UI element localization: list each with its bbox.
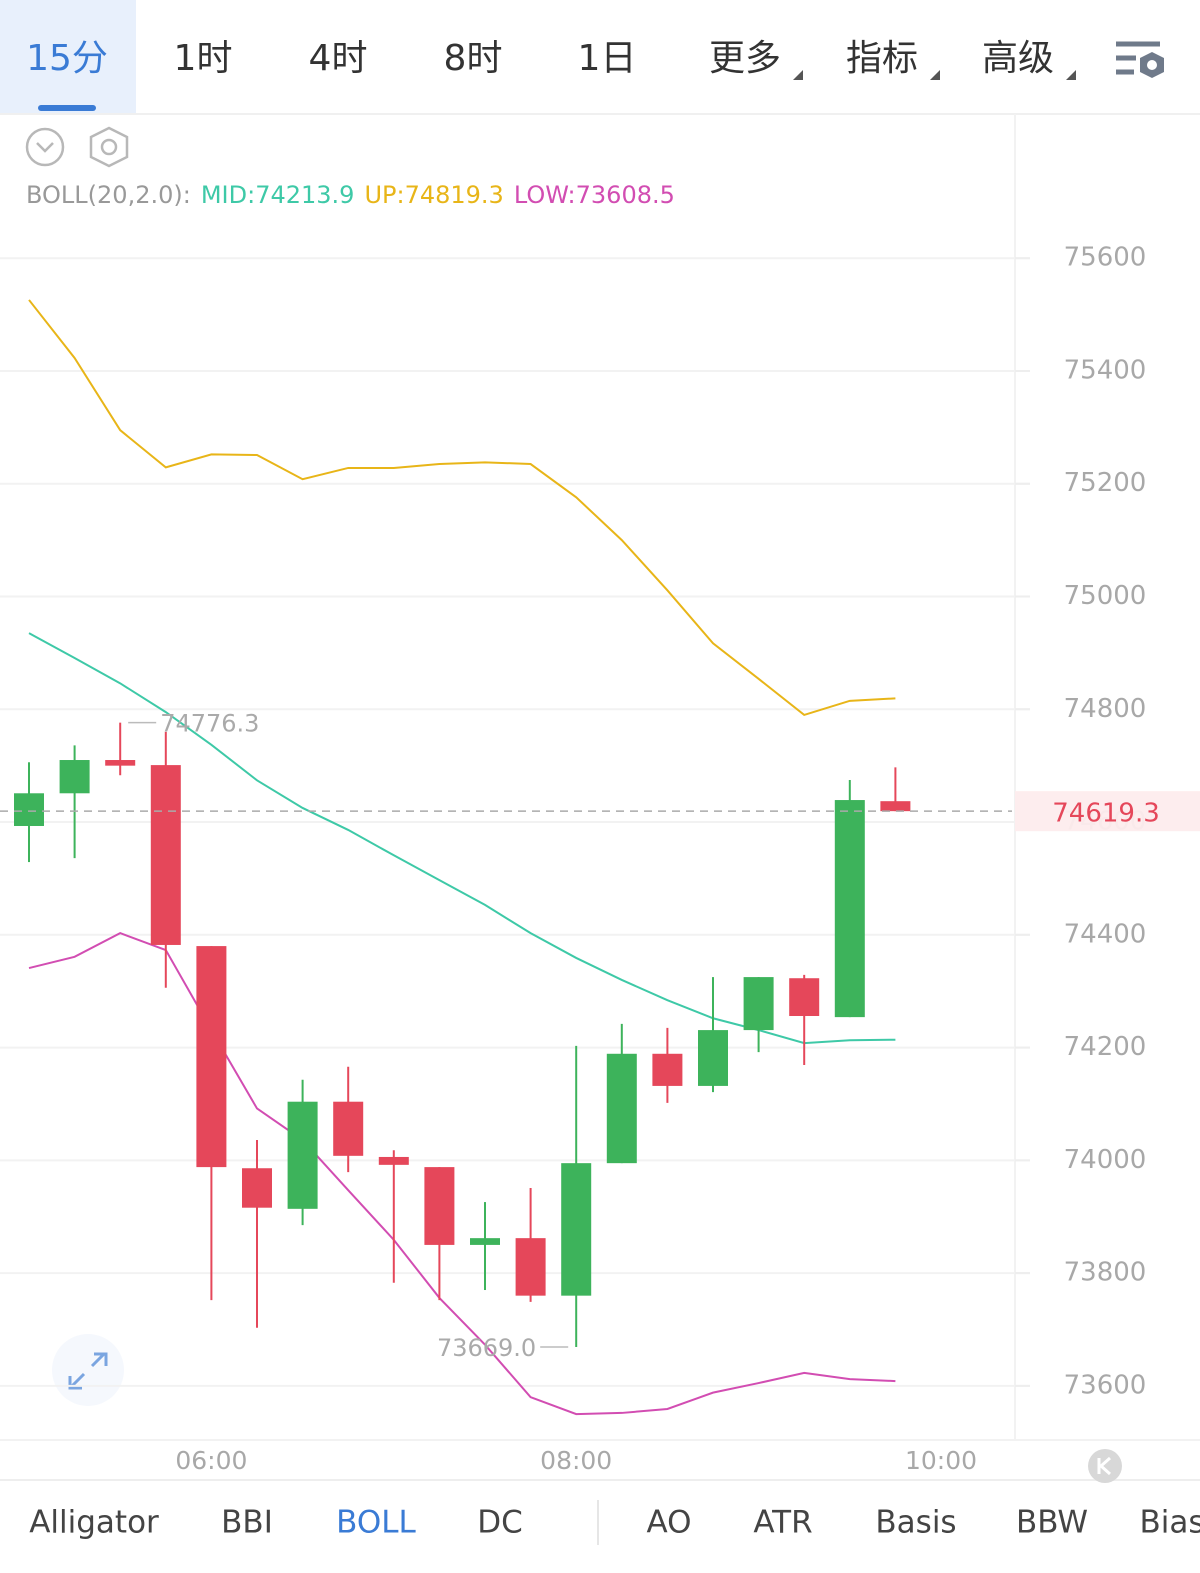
- y-tick-label: 75000: [1064, 581, 1147, 611]
- dropdown-mark: [793, 70, 803, 80]
- ui-labels: 15分 1时 4时 8时 1日 更多 指标 高级 Alligator BBI BOLL DC AO ATR…: [26, 38, 1200, 1541]
- y-tick-label: 73800: [1064, 1258, 1147, 1288]
- boll-line: [28, 299, 896, 717]
- x-tick-label: 08:00: [540, 1446, 612, 1475]
- candle-body: [880, 801, 911, 812]
- y-tick-label: 74200: [1064, 1032, 1147, 1062]
- timeframe-tab[interactable]: 高级: [982, 38, 1054, 79]
- x-tick-label: 06:00: [175, 1446, 247, 1475]
- candle-body: [105, 760, 136, 766]
- candle-body: [834, 800, 865, 1018]
- timeframe-tab[interactable]: 1日: [578, 38, 637, 79]
- dropdown-mark: [1066, 70, 1076, 80]
- last-price-box: [1015, 791, 1200, 832]
- legend-value: 74819.3: [405, 181, 504, 209]
- timeframe-tab[interactable]: 指标: [846, 38, 918, 79]
- k-button[interactable]: [1088, 1449, 1122, 1483]
- active-tab-indicator: [38, 105, 96, 111]
- dropdown-mark: [930, 70, 940, 80]
- last-price-label: 74619.3: [1052, 799, 1160, 829]
- settings-icon[interactable]: [1116, 41, 1164, 78]
- y-tick-label: 74400: [1064, 919, 1147, 949]
- candle-body: [287, 1101, 318, 1209]
- y-tick-label: 75200: [1064, 468, 1147, 498]
- timeframe-tab[interactable]: 15分: [26, 38, 108, 79]
- indicator-tab[interactable]: BOLL: [336, 1505, 416, 1541]
- candle-body: [424, 1167, 455, 1245]
- candle-body: [515, 1238, 546, 1296]
- y-tick-label: 74000: [1064, 1145, 1147, 1175]
- candle-body: [606, 1053, 637, 1164]
- candle-body: [698, 1030, 728, 1086]
- candle-body: [789, 978, 820, 1016]
- candle-body: [196, 946, 227, 1168]
- candle-body: [333, 1101, 364, 1156]
- legend-name: UP:: [364, 181, 404, 209]
- max-annotation: 74776.3: [160, 710, 259, 738]
- indicator-tab[interactable]: ATR: [753, 1505, 812, 1541]
- timeframe-tab[interactable]: 4时: [309, 38, 368, 79]
- timeframe-tab[interactable]: 1时: [174, 38, 233, 79]
- plot: 7360073800740007420074400746007480075000…: [0, 243, 1200, 1475]
- legend-value: 74213.9: [255, 181, 354, 209]
- legend-name: MID:: [201, 181, 255, 209]
- collapse-icon[interactable]: [25, 127, 65, 167]
- candle-body: [59, 760, 90, 794]
- legend-value: 73608.5: [576, 181, 675, 209]
- candle-body: [378, 1156, 409, 1165]
- candle-body: [242, 1168, 272, 1208]
- candle-body: [14, 793, 44, 826]
- x-tick-label: 10:00: [905, 1446, 977, 1475]
- candle-body: [652, 1053, 683, 1086]
- indicator-legend: BOLL(20,2.0): MID:74213.9 UP:74819.3 LOW:73…: [26, 181, 675, 209]
- boll-line: [28, 932, 896, 1416]
- y-tick-label: 74800: [1064, 694, 1147, 724]
- indicator-name: BOLL(20,2.0):: [26, 181, 191, 209]
- indicator-tab[interactable]: AO: [646, 1505, 691, 1541]
- timeframe-tab[interactable]: 8时: [444, 38, 503, 79]
- min-annotation: 73669.0: [437, 1334, 536, 1362]
- y-tick-label: 73600: [1064, 1370, 1147, 1400]
- gear-icon[interactable]: [89, 126, 129, 168]
- indicator-tab[interactable]: DC: [477, 1505, 523, 1541]
- indicator-tab[interactable]: Bias: [1139, 1505, 1200, 1541]
- timeframe-tab[interactable]: 更多: [709, 38, 781, 79]
- legend-name: LOW:: [514, 181, 576, 209]
- y-tick-label: 75600: [1064, 243, 1147, 273]
- candle-body: [150, 765, 181, 945]
- candle-body: [743, 977, 774, 1031]
- candle-body: [561, 1163, 592, 1296]
- indicator-tab[interactable]: BBI: [221, 1505, 273, 1541]
- indicator-tab[interactable]: BBW: [1016, 1505, 1088, 1541]
- y-tick-label: 75400: [1064, 355, 1147, 385]
- indicator-tab[interactable]: Basis: [875, 1505, 956, 1541]
- expand-icon[interactable]: [52, 1334, 124, 1406]
- active-tab-bg: [0, 0, 136, 113]
- candle-body: [470, 1238, 500, 1245]
- indicator-tab[interactable]: Alligator: [29, 1505, 159, 1541]
